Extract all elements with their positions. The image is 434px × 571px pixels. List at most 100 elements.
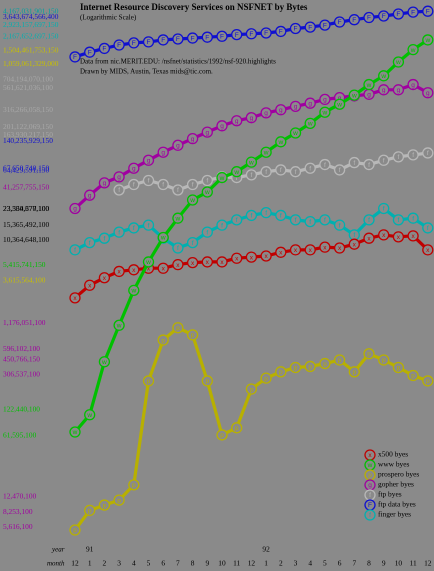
marker-symbol: p xyxy=(88,508,92,515)
marker-circle xyxy=(142,256,155,268)
marker-symbol: p xyxy=(117,497,121,504)
marker: f xyxy=(142,174,155,187)
y-tick-label: 2,167,652,697,150 xyxy=(3,32,59,41)
marker-symbol: f xyxy=(89,240,91,247)
marker: f xyxy=(289,166,302,178)
marker: g xyxy=(128,162,140,174)
marker-circle xyxy=(84,236,96,249)
x-tick-label: 5 xyxy=(323,559,327,568)
marker-circle xyxy=(319,357,331,370)
marker-symbol: f xyxy=(177,187,179,194)
marker-symbol: g xyxy=(235,118,239,125)
marker-circle xyxy=(407,212,419,224)
marker-circle xyxy=(245,383,258,395)
marker-symbol: p xyxy=(397,365,401,372)
group-label: 92 xyxy=(262,545,270,554)
y-tick-label: 41,257,755,150 xyxy=(3,183,49,192)
marker: w xyxy=(128,284,140,296)
marker-circle xyxy=(319,158,331,171)
marker: f xyxy=(319,214,331,226)
marker-circle xyxy=(363,348,375,360)
marker-symbol: f xyxy=(295,169,297,176)
marker-circle xyxy=(157,262,169,274)
marker: g xyxy=(304,97,316,109)
marker-circle xyxy=(260,250,272,262)
marker: f xyxy=(128,222,140,234)
marker-symbol: f xyxy=(236,175,238,182)
marker-symbol: p xyxy=(323,361,327,368)
y-tick-label: 23,530,677,100 xyxy=(3,204,49,213)
marker-circle xyxy=(157,334,169,346)
marker: f xyxy=(69,244,81,256)
marker-circle xyxy=(289,100,302,112)
marker-symbol: p xyxy=(132,482,136,489)
marker-circle xyxy=(378,154,390,166)
marker-symbol: x xyxy=(147,265,151,272)
marker-symbol: p xyxy=(147,378,151,385)
marker: F xyxy=(275,25,287,38)
y-tick-label: 450,766,150 xyxy=(3,355,40,364)
x-tick-label: 3 xyxy=(294,559,298,568)
marker-symbol: F xyxy=(411,9,415,16)
marker-circle xyxy=(157,34,169,46)
marker: x xyxy=(260,250,272,262)
legend-label: www byes xyxy=(378,460,410,469)
y-tick-label: 67,650,740,150 xyxy=(3,164,49,173)
marker: f xyxy=(142,219,155,231)
marker: F xyxy=(348,14,360,26)
marker: f xyxy=(113,226,125,238)
marker-symbol: f xyxy=(148,222,150,229)
marker-circle xyxy=(260,372,272,384)
marker: f xyxy=(128,178,140,191)
x-tick-label: 8 xyxy=(191,559,195,568)
marker-symbol: F xyxy=(235,32,239,39)
marker-symbol: f xyxy=(280,167,282,174)
marker-circle xyxy=(289,361,302,374)
marker-circle xyxy=(363,78,375,91)
marker-circle xyxy=(364,509,376,521)
marker-circle xyxy=(216,219,228,231)
marker-circle xyxy=(260,207,272,219)
marker: g xyxy=(172,139,184,151)
marker: w xyxy=(69,426,81,438)
marker-symbol: w xyxy=(277,139,283,146)
y-tick-label: 163,930,217,150 xyxy=(3,130,53,139)
marker-circle xyxy=(289,214,302,226)
marker: p xyxy=(128,479,140,491)
marker: x xyxy=(231,252,243,264)
y-tick-label: 201,122,069,150 xyxy=(3,122,53,131)
marker: p xyxy=(69,524,81,536)
marker-symbol: g xyxy=(250,115,254,122)
marker: F xyxy=(378,10,390,22)
marker-symbol: p xyxy=(191,332,195,339)
marker: F xyxy=(363,11,375,24)
marker-symbol: f xyxy=(339,167,341,174)
x-tick-label: 12 xyxy=(71,559,79,568)
marker-symbol: f xyxy=(324,162,326,169)
marker-symbol: F xyxy=(205,34,209,41)
marker-circle xyxy=(201,126,213,138)
marker-symbol: w xyxy=(336,101,342,108)
marker: f xyxy=(289,214,302,226)
marker-symbol: f xyxy=(368,162,370,169)
marker-circle xyxy=(172,33,184,45)
marker-circle xyxy=(186,329,199,341)
marker-circle xyxy=(157,146,169,158)
marker-circle xyxy=(186,178,199,191)
x-tick-label: 9 xyxy=(382,559,386,568)
marker: x xyxy=(98,272,111,284)
marker: f xyxy=(348,229,360,241)
marker-circle xyxy=(407,43,419,56)
marker-circle xyxy=(172,212,184,224)
marker: f xyxy=(275,209,287,222)
marker-circle xyxy=(69,244,81,256)
marker-circle xyxy=(216,256,228,268)
marker-circle xyxy=(172,242,184,254)
marker-symbol: f xyxy=(118,229,120,236)
marker-symbol: F xyxy=(382,13,386,20)
marker-circle xyxy=(348,156,360,169)
marker-circle xyxy=(186,32,199,44)
marker-symbol: f xyxy=(383,157,385,164)
marker-circle xyxy=(319,214,331,226)
marker-circle xyxy=(304,215,316,228)
